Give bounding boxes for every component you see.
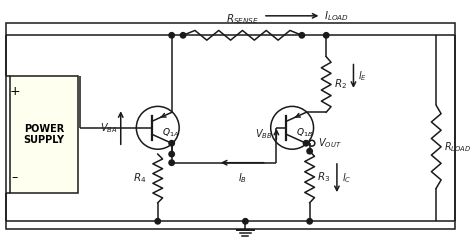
Text: $R_2$: $R_2$	[334, 78, 347, 91]
Text: $V_{OUT}$: $V_{OUT}$	[318, 136, 341, 150]
Text: $R_3$: $R_3$	[318, 170, 331, 184]
Text: –: –	[11, 171, 18, 184]
Text: POWER
SUPPLY: POWER SUPPLY	[23, 124, 64, 145]
Circle shape	[169, 160, 174, 165]
Text: $Q_{1A}$: $Q_{1A}$	[162, 127, 179, 139]
Text: $Q_{1B}$: $Q_{1B}$	[296, 127, 313, 139]
Circle shape	[169, 33, 174, 38]
Circle shape	[307, 219, 312, 224]
Text: $R_4$: $R_4$	[133, 172, 146, 185]
Circle shape	[323, 33, 329, 38]
Circle shape	[299, 33, 305, 38]
Circle shape	[243, 219, 248, 224]
Text: $R_{LOAD}$: $R_{LOAD}$	[444, 140, 472, 154]
Text: $I_C$: $I_C$	[342, 171, 351, 185]
Text: $V_{BA}$: $V_{BA}$	[100, 121, 118, 135]
Circle shape	[303, 141, 309, 146]
Text: $V_{BB}$: $V_{BB}$	[255, 127, 273, 141]
Circle shape	[155, 219, 161, 224]
Circle shape	[180, 33, 186, 38]
Circle shape	[169, 141, 174, 146]
Text: $I_B$: $I_B$	[238, 171, 247, 185]
Bar	[10, 76, 78, 193]
Bar	[6, 23, 455, 229]
Text: +: +	[9, 85, 20, 98]
Text: $R_{SENSE}$: $R_{SENSE}$	[226, 12, 259, 26]
Circle shape	[169, 151, 174, 157]
Text: $I_E$: $I_E$	[358, 69, 367, 83]
Circle shape	[307, 148, 312, 154]
Text: $I_{LOAD}$: $I_{LOAD}$	[324, 9, 349, 23]
